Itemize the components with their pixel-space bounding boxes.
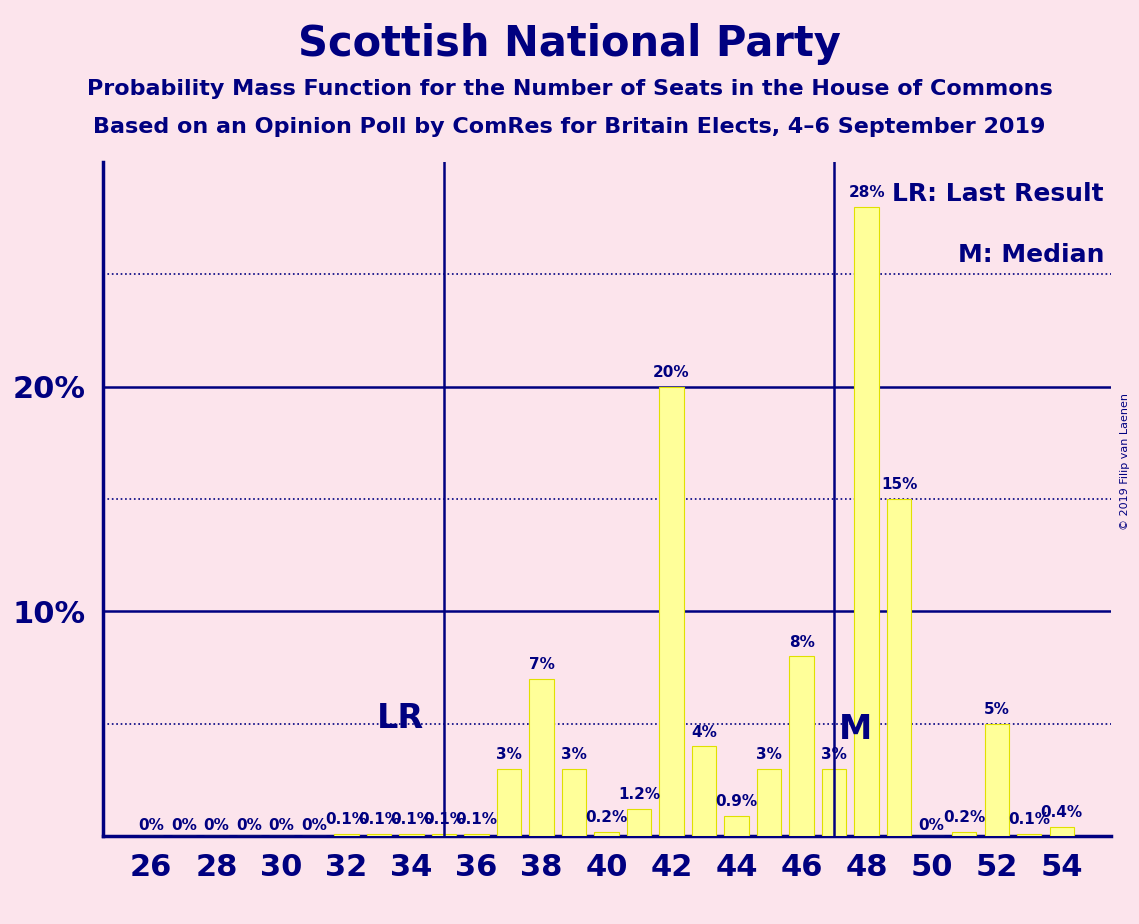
Text: 0.1%: 0.1% xyxy=(391,812,433,827)
Text: 3%: 3% xyxy=(821,747,847,762)
Text: Based on an Opinion Poll by ComRes for Britain Elects, 4–6 September 2019: Based on an Opinion Poll by ComRes for B… xyxy=(93,117,1046,138)
Text: 0.1%: 0.1% xyxy=(326,812,368,827)
Text: 3%: 3% xyxy=(562,747,587,762)
Text: 15%: 15% xyxy=(880,477,917,492)
Text: 20%: 20% xyxy=(654,365,690,380)
Bar xyxy=(400,834,424,836)
Bar xyxy=(497,769,522,836)
Text: 0.1%: 0.1% xyxy=(456,812,498,827)
Bar xyxy=(952,832,976,836)
Text: 0%: 0% xyxy=(204,818,229,833)
Text: 3%: 3% xyxy=(756,747,782,762)
Text: 0%: 0% xyxy=(301,818,327,833)
Bar xyxy=(626,809,652,836)
Bar xyxy=(757,769,781,836)
Bar xyxy=(465,834,489,836)
Text: 0.2%: 0.2% xyxy=(585,810,628,825)
Bar xyxy=(822,769,846,836)
Text: M: M xyxy=(839,713,872,747)
Text: 0.4%: 0.4% xyxy=(1041,806,1083,821)
Bar xyxy=(562,769,587,836)
Text: 28%: 28% xyxy=(849,185,885,200)
Text: 0.1%: 0.1% xyxy=(423,812,465,827)
Text: LR: Last Result: LR: Last Result xyxy=(892,182,1104,206)
Text: 8%: 8% xyxy=(788,635,814,650)
Bar xyxy=(432,834,456,836)
Text: 0.9%: 0.9% xyxy=(715,795,757,809)
Bar xyxy=(724,816,748,836)
Text: 0%: 0% xyxy=(919,818,944,833)
Bar xyxy=(887,499,911,836)
Text: 1.2%: 1.2% xyxy=(618,787,661,802)
Bar xyxy=(1017,834,1041,836)
Text: 0%: 0% xyxy=(171,818,197,833)
Bar xyxy=(691,747,716,836)
Bar xyxy=(854,207,879,836)
Text: 0.1%: 0.1% xyxy=(1008,812,1050,827)
Bar xyxy=(595,832,618,836)
Text: 0.1%: 0.1% xyxy=(358,812,400,827)
Bar xyxy=(530,679,554,836)
Bar xyxy=(334,834,359,836)
Text: M: Median: M: Median xyxy=(958,243,1104,267)
Bar xyxy=(367,834,391,836)
Bar xyxy=(789,656,813,836)
Text: 0%: 0% xyxy=(236,818,262,833)
Text: 5%: 5% xyxy=(984,702,1009,717)
Text: Probability Mass Function for the Number of Seats in the House of Commons: Probability Mass Function for the Number… xyxy=(87,79,1052,99)
Text: 0.2%: 0.2% xyxy=(943,810,985,825)
Text: Scottish National Party: Scottish National Party xyxy=(298,23,841,65)
Text: 4%: 4% xyxy=(691,724,718,739)
Text: © 2019 Filip van Laenen: © 2019 Filip van Laenen xyxy=(1121,394,1130,530)
Bar xyxy=(659,386,683,836)
Text: 0%: 0% xyxy=(269,818,294,833)
Text: 3%: 3% xyxy=(495,747,522,762)
Text: LR: LR xyxy=(377,702,425,736)
Text: 0%: 0% xyxy=(138,818,164,833)
Bar xyxy=(984,723,1009,836)
Bar xyxy=(1049,827,1074,836)
Text: 7%: 7% xyxy=(528,657,555,672)
